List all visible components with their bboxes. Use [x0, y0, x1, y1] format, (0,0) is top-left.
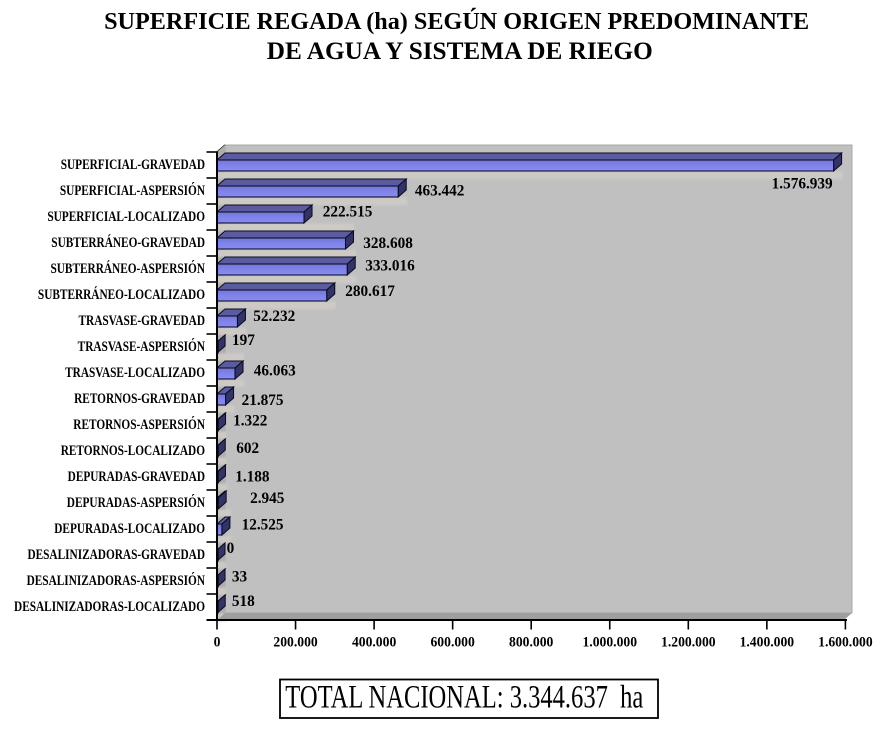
svg-text:TRASVASE-LOCALIZADO: TRASVASE-LOCALIZADO	[65, 364, 205, 381]
svg-text:SUBTERRÁNEO-GRAVEDAD: SUBTERRÁNEO-GRAVEDAD	[51, 234, 205, 251]
svg-text:33: 33	[232, 568, 247, 585]
svg-text:1.000.000: 1.000.000	[582, 634, 637, 651]
svg-text:SUPERFICIAL-GRAVEDAD: SUPERFICIAL-GRAVEDAD	[61, 156, 205, 173]
svg-text:TRASVASE-ASPERSIÓN: TRASVASE-ASPERSIÓN	[78, 338, 206, 355]
svg-text:SUBTERRÁNEO-ASPERSIÓN: SUBTERRÁNEO-ASPERSIÓN	[50, 260, 205, 277]
svg-text:400.000: 400.000	[352, 634, 396, 651]
svg-text:RETORNOS-GRAVEDAD: RETORNOS-GRAVEDAD	[74, 390, 205, 407]
svg-text:463.442: 463.442	[415, 182, 465, 199]
svg-text:2.945: 2.945	[250, 490, 284, 507]
svg-text:1.600.000: 1.600.000	[818, 634, 873, 651]
svg-text:1.400.000: 1.400.000	[740, 634, 795, 651]
svg-text:SUBTERRÁNEO-LOCALIZADO: SUBTERRÁNEO-LOCALIZADO	[38, 286, 205, 303]
svg-text:197: 197	[232, 332, 255, 349]
svg-text:600.000: 600.000	[430, 634, 474, 651]
svg-text:0: 0	[227, 540, 235, 557]
svg-text:46.063: 46.063	[254, 362, 296, 379]
svg-text:TRASVASE-GRAVEDAD: TRASVASE-GRAVEDAD	[79, 312, 205, 329]
svg-text:SUPERFICIAL-LOCALIZADO: SUPERFICIAL-LOCALIZADO	[47, 208, 205, 225]
svg-text:12.525: 12.525	[242, 516, 284, 533]
svg-text:DEPURADAS-LOCALIZADO: DEPURADAS-LOCALIZADO	[54, 520, 205, 537]
svg-text:280.617: 280.617	[345, 283, 395, 300]
svg-text:DE AGUA Y SISTEMA DE RIEGO: DE AGUA Y SISTEMA DE RIEGO	[267, 38, 653, 65]
svg-text:TOTAL NACIONAL: 3.344.637 ha: TOTAL NACIONAL: 3.344.637 ha	[285, 679, 643, 715]
svg-text:200.000: 200.000	[273, 634, 317, 651]
svg-text:333.016: 333.016	[365, 257, 415, 274]
svg-text:1.322: 1.322	[233, 412, 267, 429]
svg-text:DEPURADAS-GRAVEDAD: DEPURADAS-GRAVEDAD	[68, 468, 205, 485]
svg-text:1.576.939: 1.576.939	[772, 175, 833, 192]
svg-text:DESALINIZADORAS-LOCALIZADO: DESALINIZADORAS-LOCALIZADO	[14, 598, 205, 615]
svg-text:DESALINIZADORAS-GRAVEDAD: DESALINIZADORAS-GRAVEDAD	[27, 546, 205, 563]
svg-text:518: 518	[232, 593, 255, 610]
svg-text:52.232: 52.232	[253, 308, 295, 325]
svg-text:DEPURADAS-ASPERSIÓN: DEPURADAS-ASPERSIÓN	[67, 494, 206, 511]
svg-text:RETORNOS-LOCALIZADO: RETORNOS-LOCALIZADO	[61, 442, 205, 459]
svg-text:1.188: 1.188	[235, 468, 269, 485]
svg-text:SUPERFICIAL-ASPERSIÓN: SUPERFICIAL-ASPERSIÓN	[60, 182, 206, 199]
svg-text:800.000: 800.000	[509, 634, 553, 651]
svg-text:RETORNOS-ASPERSIÓN: RETORNOS-ASPERSIÓN	[73, 416, 205, 433]
svg-text:21.875: 21.875	[242, 392, 284, 409]
svg-text:328.608: 328.608	[363, 235, 413, 252]
svg-text:602: 602	[236, 440, 259, 457]
svg-text:1.200.000: 1.200.000	[661, 634, 716, 651]
svg-text:222.515: 222.515	[323, 203, 373, 220]
svg-text:0: 0	[214, 634, 221, 651]
svg-text:DESALINIZADORAS-ASPERSIÓN: DESALINIZADORAS-ASPERSIÓN	[27, 572, 206, 589]
svg-text:SUPERFICIE REGADA (ha) SEGÚN O: SUPERFICIE REGADA (ha) SEGÚN ORIGEN PRED…	[104, 9, 809, 35]
